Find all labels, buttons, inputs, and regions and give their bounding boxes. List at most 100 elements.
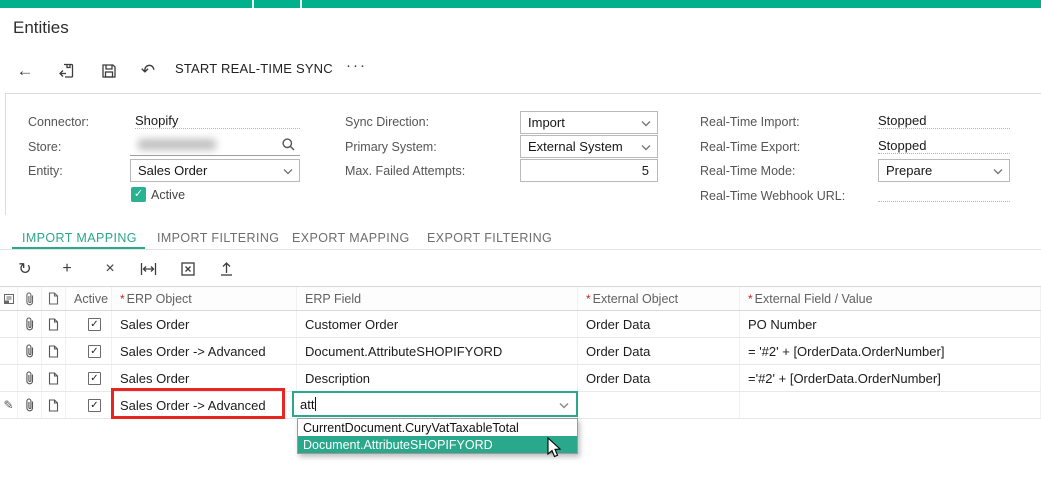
row-checkbox[interactable]: ✓ xyxy=(88,317,101,331)
col-header-external-object[interactable]: * External Object xyxy=(578,287,740,310)
erp-field-cell[interactable]: Description xyxy=(297,365,578,391)
external-object-cell[interactable]: Order Data xyxy=(578,338,740,364)
active-cell[interactable]: ✓ xyxy=(66,311,112,337)
table-row[interactable]: ✓ Sales Order Customer Order Order Data … xyxy=(0,311,1041,338)
primary-system-select[interactable]: External System xyxy=(520,135,658,158)
row-indicator xyxy=(0,311,18,337)
realtime-webhook-value xyxy=(878,187,1010,202)
attach-cell[interactable] xyxy=(18,392,42,418)
export-excel-icon xyxy=(181,262,195,276)
active-cell[interactable]: ✓ xyxy=(66,338,112,364)
max-failed-attempts-input[interactable]: 5 xyxy=(520,159,658,182)
sync-direction-label: Sync Direction: xyxy=(345,115,430,129)
attach-cell[interactable] xyxy=(18,365,42,391)
erp-object-cell[interactable]: Sales Order -> Advanced xyxy=(112,338,297,364)
sync-direction-value: Import xyxy=(528,115,565,130)
active-cell[interactable]: ✓ xyxy=(66,365,112,391)
text-caret xyxy=(315,397,317,411)
save-icon xyxy=(102,64,116,78)
row-indicator: ✎ xyxy=(0,392,18,418)
undo-button[interactable]: ↶ xyxy=(135,58,161,84)
sync-direction-select[interactable]: Import xyxy=(520,111,658,134)
tab-import-filtering[interactable]: IMPORT FILTERING xyxy=(157,231,280,245)
entity-select-value: Sales Order xyxy=(138,163,208,178)
refresh-icon: ↻ xyxy=(18,261,32,278)
table-row[interactable]: ✓ Sales Order Description Order Data ='#… xyxy=(0,365,1041,392)
external-field-cell[interactable]: ='#2' + [OrderData.OrderNumber] xyxy=(740,365,1041,391)
attach-cell[interactable] xyxy=(18,311,42,337)
note-cell[interactable] xyxy=(42,311,66,337)
col-header-erp-field[interactable]: ERP Field xyxy=(297,287,578,310)
chevron-down-icon xyxy=(641,145,651,151)
page-title: Entities xyxy=(13,18,69,37)
external-field-cell[interactable]: PO Number xyxy=(740,311,1041,337)
external-field-cell[interactable]: = '#2' + [OrderData.OrderNumber] xyxy=(740,338,1041,364)
undo-icon: ↶ xyxy=(140,61,156,80)
tab-import-mapping[interactable]: IMPORT MAPPING xyxy=(22,231,137,245)
fit-width-button[interactable] xyxy=(136,257,160,281)
external-object-cell[interactable]: Order Data xyxy=(578,365,740,391)
note-cell[interactable] xyxy=(42,365,66,391)
file-icon xyxy=(48,344,59,358)
search-icon[interactable] xyxy=(281,137,296,152)
col-header-active[interactable]: Active xyxy=(66,287,112,310)
chevron-down-icon[interactable] xyxy=(559,402,569,409)
realtime-mode-select[interactable]: Prepare xyxy=(878,159,1010,182)
attach-cell[interactable] xyxy=(18,338,42,364)
save-button[interactable] xyxy=(96,58,122,84)
store-label: Store: xyxy=(28,140,62,154)
notes-column-header[interactable] xyxy=(42,287,66,310)
delete-row-button[interactable]: × xyxy=(98,257,122,281)
start-realtime-sync-button[interactable]: START REAL-TIME SYNC xyxy=(175,61,333,76)
plus-icon: + xyxy=(62,260,72,277)
note-cell[interactable] xyxy=(42,338,66,364)
note-cell[interactable] xyxy=(42,392,66,418)
active-checkbox[interactable]: ✓ xyxy=(131,187,146,202)
chevron-down-icon xyxy=(283,169,293,175)
add-row-button[interactable]: + xyxy=(55,257,79,281)
erp-field-edit-input[interactable]: att xyxy=(292,391,578,417)
paperclip-icon xyxy=(25,371,33,385)
entity-select[interactable]: Sales Order xyxy=(130,159,300,182)
save-close-button[interactable] xyxy=(54,58,80,84)
connector-value: Shopify xyxy=(135,113,300,129)
tab-export-filtering[interactable]: EXPORT FILTERING xyxy=(427,231,553,245)
external-object-cell[interactable] xyxy=(578,392,740,418)
col-header-erp-object[interactable]: * ERP Object xyxy=(112,287,297,310)
erp-object-cell[interactable]: Sales Order xyxy=(112,311,297,337)
export-excel-button[interactable] xyxy=(176,257,200,281)
more-actions-button[interactable]: ··· xyxy=(346,57,367,74)
back-button[interactable]: ← xyxy=(12,58,38,84)
external-field-cell[interactable] xyxy=(740,392,1041,418)
row-checkbox[interactable]: ✓ xyxy=(88,398,101,412)
tab-export-mapping[interactable]: EXPORT MAPPING xyxy=(292,231,410,245)
store-input[interactable] xyxy=(130,133,300,156)
erp-object-cell[interactable]: Sales Order xyxy=(112,365,297,391)
top-accent-bar xyxy=(0,0,1041,8)
row-checkbox[interactable]: ✓ xyxy=(88,344,101,358)
col-header-external-field[interactable]: * External Field / Value xyxy=(740,287,1041,310)
max-failed-attempts-value: 5 xyxy=(641,163,649,178)
active-checkbox-label: Active xyxy=(151,188,186,202)
file-icon xyxy=(48,398,59,412)
grid-header-row: Active * ERP Object ERP Field * External O… xyxy=(0,287,1041,311)
erp-field-cell[interactable]: Document.AttributeSHOPIFYORD xyxy=(297,338,578,364)
dropdown-item-selected[interactable]: Document.AttributeSHOPIFYORD xyxy=(298,436,577,453)
active-cell[interactable]: ✓ xyxy=(66,392,112,418)
grid-settings-icon[interactable] xyxy=(0,287,18,310)
back-arrow-icon: ← xyxy=(16,61,34,80)
file-icon xyxy=(48,292,59,305)
external-object-cell[interactable]: Order Data xyxy=(578,311,740,337)
primary-system-label: Primary System: xyxy=(345,140,437,154)
erp-field-cell[interactable]: Customer Order xyxy=(297,311,578,337)
attach-column-header[interactable] xyxy=(18,287,42,310)
row-checkbox[interactable]: ✓ xyxy=(88,371,101,385)
realtime-export-value: Stopped xyxy=(878,138,1010,154)
dropdown-item[interactable]: CurrentDocument.CuryVatTaxableTotal xyxy=(303,420,519,435)
file-icon xyxy=(48,371,59,385)
upload-button[interactable] xyxy=(214,257,238,281)
table-row[interactable]: ✓ Sales Order -> Advanced Document.Attri… xyxy=(0,338,1041,365)
refresh-button[interactable]: ↻ xyxy=(13,257,37,281)
erp-object-cell[interactable]: Sales Order -> Advanced xyxy=(112,392,297,418)
